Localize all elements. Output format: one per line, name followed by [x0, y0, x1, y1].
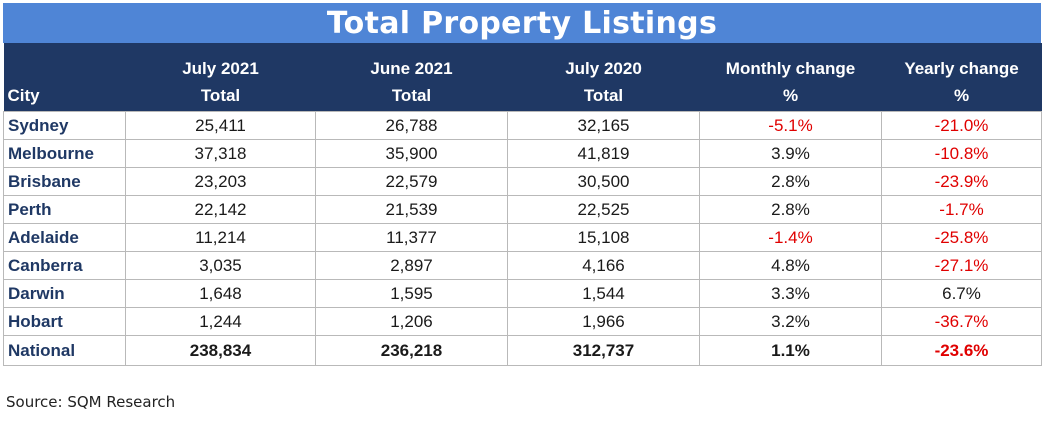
header-line: July 2021 — [182, 59, 259, 78]
cell-june-2021: 1,206 — [315, 307, 508, 336]
cell-yearly-change: -23.6% — [881, 335, 1042, 366]
cell-yearly-change: -10.8% — [881, 139, 1042, 168]
cell-july-2021: 22,142 — [125, 195, 316, 224]
cell-july-2020: 32,165 — [507, 111, 700, 140]
header-july-2021: July 2021 Total — [125, 43, 316, 112]
cell-july-2021: 37,318 — [125, 139, 316, 168]
cell-city: Perth — [3, 195, 126, 224]
header-line: June 2021 — [370, 59, 453, 78]
table-row: Adelaide 11,214 11,377 15,108 -1.4% -25.8% — [3, 223, 1042, 252]
cell-yearly-change: -21.0% — [881, 111, 1042, 140]
cell-yearly-change: 6.7% — [881, 279, 1042, 308]
cell-june-2021: 11,377 — [315, 223, 508, 252]
table-row: Sydney 25,411 26,788 32,165 -5.1% -21.0% — [3, 111, 1042, 140]
cell-city: Brisbane — [3, 167, 126, 196]
header-row: City July 2021 Total June 2021 Total July … — [3, 43, 1042, 112]
header-line: Monthly change — [725, 59, 856, 78]
cell-yearly-change: -25.8% — [881, 223, 1042, 252]
cell-july-2020: 312,737 — [507, 335, 700, 366]
header-yearly-change: Yearly change% — [881, 43, 1042, 112]
cell-monthly-change: 2.8% — [699, 195, 882, 224]
cell-city: Darwin — [3, 279, 126, 308]
table-body: Sydney 25,411 26,788 32,165 -5.1% -21.0% Melbo… — [3, 111, 1042, 366]
cell-june-2021: 21,539 — [315, 195, 508, 224]
cell-yearly-change: -36.7% — [881, 307, 1042, 336]
cell-city: Melbourne — [3, 139, 126, 168]
listings-table: City July 2021 Total June 2021 Total July … — [3, 43, 1042, 366]
table-row: Darwin 1,648 1,595 1,544 3.3% 6.7% — [3, 279, 1042, 308]
header-line: Total — [200, 86, 241, 105]
cell-july-2020: 30,500 — [507, 167, 700, 196]
cell-yearly-change: -23.9% — [881, 167, 1042, 196]
cell-june-2021: 26,788 — [315, 111, 508, 140]
table-title: Total Property Listings — [3, 3, 1041, 43]
cell-july-2021: 1,244 — [125, 307, 316, 336]
table-row: Melbourne 37,318 35,900 41,819 3.9% -10.8% — [3, 139, 1042, 168]
table-row: Perth 22,142 21,539 22,525 2.8% -1.7% — [3, 195, 1042, 224]
header-city: City — [3, 43, 126, 112]
table-row: Canberra 3,035 2,897 4,166 4.8% -27.1% — [3, 251, 1042, 280]
cell-monthly-change: 3.2% — [699, 307, 882, 336]
cell-city: Sydney — [3, 111, 126, 140]
cell-monthly-change: 3.9% — [699, 139, 882, 168]
cell-july-2021: 238,834 — [125, 335, 316, 366]
cell-july-2020: 4,166 — [507, 251, 700, 280]
header-july-2020: July 2020 Total — [507, 43, 700, 112]
cell-july-2020: 1,966 — [507, 307, 700, 336]
header-line: % — [953, 86, 970, 105]
cell-yearly-change: -1.7% — [881, 195, 1042, 224]
cell-june-2021: 2,897 — [315, 251, 508, 280]
cell-july-2020: 1,544 — [507, 279, 700, 308]
header-line: July 2020 — [565, 59, 642, 78]
table-row: Hobart 1,244 1,206 1,966 3.2% -36.7% — [3, 307, 1042, 336]
header-line: % — [782, 86, 799, 105]
table-row: National 238,834 236,218 312,737 1.1% -23.6% — [3, 335, 1042, 366]
cell-june-2021: 22,579 — [315, 167, 508, 196]
source-note: Source: SQM Research — [6, 393, 176, 411]
cell-june-2021: 35,900 — [315, 139, 508, 168]
cell-monthly-change: 2.8% — [699, 167, 882, 196]
cell-july-2021: 3,035 — [125, 251, 316, 280]
table-row: Brisbane 23,203 22,579 30,500 2.8% -23.9% — [3, 167, 1042, 196]
header-monthly-change: Monthly change% — [699, 43, 882, 112]
cell-monthly-change: -1.4% — [699, 223, 882, 252]
cell-monthly-change: -5.1% — [699, 111, 882, 140]
header-june-2021: June 2021 Total — [315, 43, 508, 112]
cell-city: Adelaide — [3, 223, 126, 252]
cell-july-2021: 23,203 — [125, 167, 316, 196]
cell-monthly-change: 4.8% — [699, 251, 882, 280]
header-line: Total — [391, 86, 432, 105]
cell-july-2020: 22,525 — [507, 195, 700, 224]
cell-july-2021: 25,411 — [125, 111, 316, 140]
cell-june-2021: 236,218 — [315, 335, 508, 366]
header-line: Yearly change — [904, 59, 1019, 78]
cell-city: Canberra — [3, 251, 126, 280]
cell-yearly-change: -27.1% — [881, 251, 1042, 280]
cell-monthly-change: 1.1% — [699, 335, 882, 366]
cell-july-2020: 41,819 — [507, 139, 700, 168]
cell-city: Hobart — [3, 307, 126, 336]
cell-june-2021: 1,595 — [315, 279, 508, 308]
cell-july-2021: 11,214 — [125, 223, 316, 252]
cell-july-2020: 15,108 — [507, 223, 700, 252]
cell-monthly-change: 3.3% — [699, 279, 882, 308]
cell-july-2021: 1,648 — [125, 279, 316, 308]
header-line: Total — [583, 86, 624, 105]
cell-city: National — [3, 335, 126, 366]
